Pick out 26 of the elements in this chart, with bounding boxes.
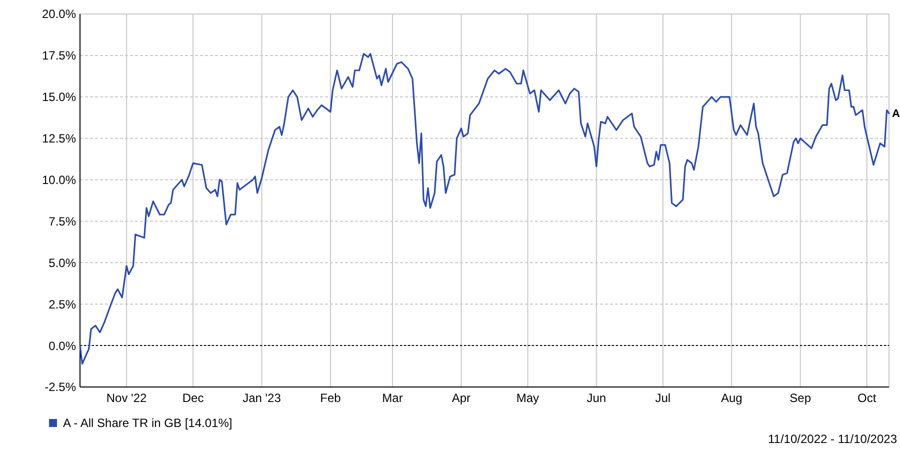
x-tick-label: Jan '23 [242, 391, 282, 405]
x-tick-label: Sep [790, 391, 812, 405]
x-tick-label: Aug [720, 391, 742, 405]
y-tick-label: 5.0% [48, 256, 76, 270]
x-tick-label: Jul [655, 391, 671, 405]
annotation: A [892, 108, 900, 120]
y-tick-label: 7.5% [48, 214, 76, 228]
x-tick-label: Jun [586, 391, 606, 405]
y-tick-label: 10.0% [42, 172, 76, 187]
x-tick-label: May [516, 391, 540, 405]
x-tick-label: Mar [382, 391, 403, 405]
y-tick-label: 17.5% [42, 48, 76, 63]
y-tick-label: -2.5% [44, 380, 76, 394]
x-tick-label: Nov '22 [106, 391, 148, 405]
y-tick-label: 15.0% [42, 90, 76, 104]
y-tick-label: 2.5% [48, 297, 76, 312]
line-series [79, 52, 890, 365]
x-tick-label: Dec [182, 391, 204, 405]
x-tick-label: Oct [858, 391, 877, 405]
text: 11/10/2022 - 11/10/2023 [768, 432, 898, 446]
y-tick-label: 0.0% [48, 338, 76, 353]
y-tick-label: 12.5% [42, 132, 76, 146]
x-tick-label: Feb [320, 391, 342, 405]
y-tick-label: 20.0% [42, 7, 76, 22]
legend-label: A - All Share TR in GB [14.01%] [63, 416, 232, 430]
x-tick-label: Apr [452, 391, 471, 405]
